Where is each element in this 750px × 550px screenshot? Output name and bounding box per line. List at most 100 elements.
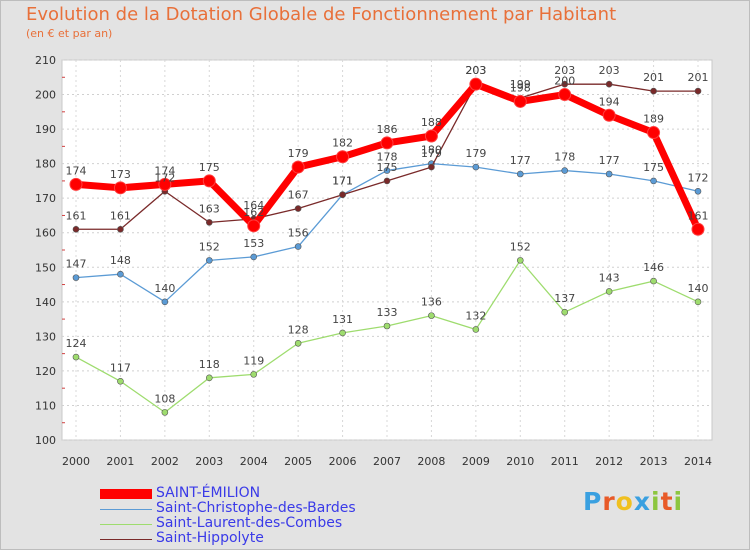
data-label: 152 bbox=[199, 240, 220, 253]
legend-label: Saint-Christophe-des-Bardes bbox=[156, 500, 356, 516]
logo-letter: i bbox=[651, 487, 661, 516]
y-tick-label: 200 bbox=[35, 89, 56, 102]
data-label: 182 bbox=[332, 137, 353, 150]
x-tick-label: 2007 bbox=[373, 455, 401, 468]
data-label: 119 bbox=[243, 354, 264, 367]
data-label: 186 bbox=[377, 123, 398, 136]
data-label: 177 bbox=[599, 154, 620, 167]
logo-letter: o bbox=[615, 487, 634, 516]
data-point bbox=[605, 288, 613, 295]
data-point bbox=[513, 94, 527, 108]
x-tick-label: 2014 bbox=[684, 455, 712, 468]
data-label: 174 bbox=[66, 164, 87, 177]
data-label: 175 bbox=[199, 161, 220, 174]
data-point bbox=[113, 181, 127, 195]
data-label: 188 bbox=[421, 116, 442, 129]
data-point bbox=[602, 108, 616, 122]
data-point bbox=[694, 187, 702, 195]
data-label: 132 bbox=[465, 309, 486, 322]
data-label: 164 bbox=[243, 199, 264, 212]
y-tick-label: 190 bbox=[35, 123, 56, 136]
y-tick-label: 170 bbox=[35, 192, 56, 205]
y-tick-label: 180 bbox=[35, 158, 56, 171]
data-point bbox=[516, 170, 524, 178]
data-point bbox=[383, 322, 391, 330]
data-point bbox=[205, 374, 213, 382]
data-point bbox=[558, 88, 572, 102]
data-label: 175 bbox=[377, 161, 398, 174]
data-point bbox=[294, 243, 302, 250]
data-label: 108 bbox=[154, 392, 175, 405]
x-tick-label: 2000 bbox=[62, 455, 90, 468]
data-point bbox=[691, 222, 705, 236]
data-label: 201 bbox=[688, 71, 709, 84]
data-point bbox=[650, 177, 657, 185]
data-label: 161 bbox=[66, 209, 87, 222]
data-label: 172 bbox=[154, 171, 175, 184]
legend-swatch bbox=[100, 489, 152, 499]
y-tick-label: 120 bbox=[35, 365, 56, 378]
data-point bbox=[202, 174, 216, 188]
data-label: 140 bbox=[154, 282, 175, 295]
data-label: 143 bbox=[599, 271, 620, 284]
data-label: 203 bbox=[465, 64, 486, 77]
data-point bbox=[472, 163, 480, 171]
data-label: 162 bbox=[243, 206, 264, 219]
data-point bbox=[339, 329, 346, 337]
y-tick-label: 140 bbox=[35, 296, 56, 309]
data-point bbox=[469, 77, 483, 91]
data-label: 179 bbox=[465, 147, 486, 160]
data-label: 200 bbox=[554, 75, 575, 88]
data-point bbox=[250, 371, 258, 378]
data-point bbox=[69, 177, 83, 191]
data-point bbox=[72, 274, 80, 281]
data-point bbox=[117, 225, 124, 233]
data-label: 156 bbox=[288, 227, 309, 240]
data-label: 148 bbox=[110, 254, 131, 267]
data-point bbox=[161, 298, 169, 306]
data-label: 174 bbox=[154, 164, 175, 177]
data-point bbox=[72, 353, 80, 361]
data-label: 128 bbox=[288, 323, 309, 336]
data-point bbox=[117, 270, 124, 278]
data-label: 161 bbox=[110, 209, 131, 222]
data-label: 117 bbox=[110, 361, 131, 374]
data-point bbox=[561, 308, 569, 316]
data-point bbox=[294, 339, 302, 347]
legend-swatch bbox=[100, 524, 152, 525]
legend-label: SAINT-ÉMILION bbox=[156, 485, 261, 501]
data-label: 199 bbox=[510, 78, 531, 91]
x-tick-label: 2012 bbox=[595, 455, 623, 468]
x-tick-label: 2002 bbox=[151, 455, 179, 468]
chart-title: Evolution de la Dotation Globale de Fonc… bbox=[26, 4, 617, 25]
line-chart: 100 110 120 130 140 150 160 170 180 190 200 210 2000… bbox=[35, 54, 713, 468]
data-point bbox=[605, 170, 613, 178]
data-label: 171 bbox=[332, 175, 353, 188]
data-label: 171 bbox=[332, 175, 353, 188]
x-tick-label: 2011 bbox=[551, 455, 579, 468]
x-tick-label: 2005 bbox=[284, 455, 312, 468]
data-label: 136 bbox=[421, 296, 442, 309]
data-point bbox=[428, 163, 435, 171]
data-label: 179 bbox=[421, 147, 442, 160]
logo-letter: t bbox=[660, 487, 674, 516]
data-point bbox=[250, 253, 258, 261]
x-tick-label: 2010 bbox=[506, 455, 534, 468]
y-tick-label: 160 bbox=[35, 227, 56, 240]
data-point bbox=[161, 409, 169, 416]
data-point bbox=[383, 177, 391, 185]
data-point bbox=[205, 257, 213, 264]
data-label: 131 bbox=[332, 313, 353, 326]
data-label: 172 bbox=[688, 171, 709, 184]
data-label: 203 bbox=[599, 64, 620, 77]
logo-letter: P bbox=[583, 487, 603, 516]
y-tick-label: 210 bbox=[35, 54, 56, 67]
data-point bbox=[516, 257, 524, 264]
chart-subtitle: (en € et par an) bbox=[26, 27, 113, 40]
data-point bbox=[158, 177, 172, 191]
data-point bbox=[428, 312, 435, 319]
y-tick-label: 150 bbox=[35, 261, 56, 274]
data-label: 203 bbox=[554, 64, 575, 77]
data-label: 140 bbox=[688, 282, 709, 295]
data-point bbox=[561, 80, 569, 88]
